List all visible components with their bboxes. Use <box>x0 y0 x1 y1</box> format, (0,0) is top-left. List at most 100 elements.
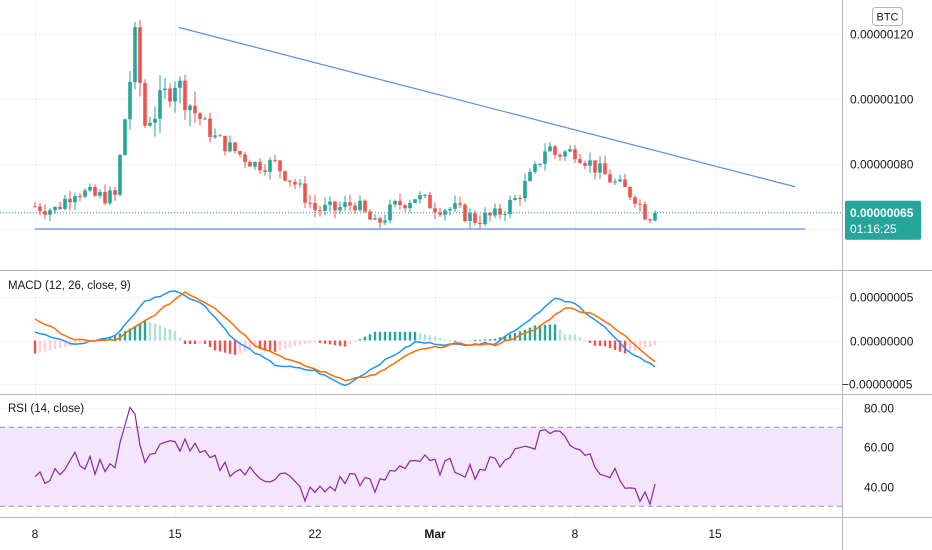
candle <box>523 173 527 202</box>
last-price-badge: 0.00000065 01:16:25 <box>845 200 921 240</box>
rsi-axis-tick: 80.00 <box>864 402 894 416</box>
candle <box>178 76 182 104</box>
macd-pane[interactable]: MACD (12, 26, close, 9) <box>0 271 842 394</box>
time-axis[interactable]: 8 15 22 Mar 8 15 <box>32 527 722 541</box>
candle <box>103 184 107 206</box>
histogram-bar <box>178 337 182 341</box>
candle <box>353 202 357 215</box>
candle <box>648 218 652 224</box>
trendline-drawings[interactable] <box>35 26 805 230</box>
histogram-bar <box>443 338 447 341</box>
candle <box>573 145 577 163</box>
histogram-bar <box>483 339 487 341</box>
histogram-bar <box>218 340 222 352</box>
histogram-bar <box>38 340 42 353</box>
candle <box>458 196 462 209</box>
histogram-bar <box>448 340 452 342</box>
candle <box>568 145 572 153</box>
price-pane[interactable] <box>0 0 842 270</box>
candle <box>383 214 387 226</box>
histogram-bar <box>58 340 62 349</box>
histogram-bar <box>158 325 162 341</box>
time-axis-label: 8 <box>32 527 39 541</box>
histogram-bar <box>228 340 232 354</box>
histogram-bar <box>513 332 517 341</box>
histogram-bar <box>48 340 52 351</box>
histogram-bar <box>208 340 212 348</box>
histogram-bar <box>413 331 417 341</box>
candle <box>633 195 637 208</box>
price-axis-tick: 0.00000120 <box>850 28 914 42</box>
histogram-bar <box>43 340 47 352</box>
histogram-bar <box>63 340 67 348</box>
histogram-bar <box>328 340 332 345</box>
histogram-bar <box>308 340 312 344</box>
histogram-bar <box>78 340 82 344</box>
histogram-bar <box>83 340 87 343</box>
rsi-pane[interactable]: RSI (14, close) <box>0 395 842 517</box>
histogram-bar <box>393 331 397 341</box>
histogram-bar <box>168 329 172 341</box>
histogram-bar <box>333 340 337 346</box>
histogram-bar <box>318 340 322 343</box>
rsi-axis[interactable]: 80.00 60.00 40.00 <box>864 402 894 495</box>
candle <box>608 169 612 184</box>
candle <box>163 78 167 100</box>
candle <box>48 207 52 222</box>
trendline[interactable] <box>178 26 796 188</box>
candle <box>583 160 587 170</box>
candle <box>488 211 492 222</box>
histogram-bar <box>473 340 477 342</box>
histogram-bar <box>103 338 107 341</box>
histogram-bar <box>223 340 227 353</box>
histogram-bar <box>183 340 187 344</box>
candle <box>223 135 227 156</box>
candle <box>228 135 232 153</box>
macd-axis[interactable]: 0.00000005 0.00000000 −0.00000005 <box>842 291 914 392</box>
rsi-axis-tick: 60.00 <box>864 441 894 455</box>
candle <box>68 191 72 211</box>
macd-title[interactable]: MACD (12, 26, close, 9) <box>8 280 131 292</box>
histogram-bar <box>603 340 607 347</box>
histogram-bar <box>553 324 557 341</box>
histogram-bar <box>548 324 552 341</box>
histogram-bar <box>148 322 152 341</box>
candle <box>298 179 302 188</box>
macd-axis-tick: −0.00000005 <box>842 378 913 392</box>
histogram-bar <box>173 331 177 341</box>
histogram-bar <box>378 331 382 341</box>
candle <box>373 214 377 220</box>
candle <box>198 112 202 126</box>
candle <box>433 202 437 220</box>
bar-countdown: 01:16:25 <box>850 222 897 236</box>
histogram-bar <box>203 340 207 344</box>
candle <box>113 186 117 201</box>
histogram-bar <box>628 340 632 353</box>
rsi-title[interactable]: RSI (14, close) <box>8 403 84 415</box>
candle <box>63 194 67 211</box>
candle <box>638 199 642 212</box>
histogram-bar <box>488 339 492 341</box>
candle <box>398 193 402 210</box>
currency-button[interactable]: BTC <box>872 7 903 26</box>
histogram-bar <box>398 331 402 341</box>
candle <box>138 20 142 97</box>
histogram-bar <box>648 340 652 348</box>
macd-axis-tick: 0.00000000 <box>850 335 914 349</box>
candle <box>598 156 602 179</box>
histogram-bar <box>433 336 437 341</box>
histogram-bar <box>653 340 657 346</box>
candle <box>348 195 352 212</box>
histogram-bar <box>578 337 582 341</box>
candle <box>423 194 427 199</box>
candle <box>58 201 62 211</box>
histogram-bar <box>353 340 357 342</box>
candle <box>378 216 382 229</box>
candle <box>203 116 207 120</box>
histogram-bar <box>478 339 482 341</box>
histogram-bar <box>428 335 432 341</box>
candle <box>333 200 337 219</box>
candle <box>273 154 277 163</box>
